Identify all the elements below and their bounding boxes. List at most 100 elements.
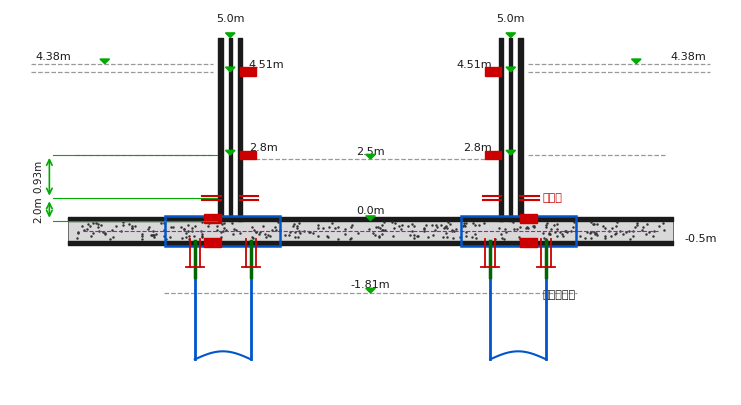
Point	[104, 236, 116, 242]
Point	[93, 228, 104, 234]
Point	[322, 233, 333, 239]
Point	[508, 219, 519, 225]
Point	[147, 232, 159, 239]
Point	[110, 223, 122, 230]
Point	[436, 234, 448, 240]
Point	[246, 233, 258, 240]
Point	[117, 222, 129, 229]
Point	[372, 224, 384, 230]
Polygon shape	[506, 67, 516, 72]
Point	[418, 224, 430, 231]
Point	[514, 236, 525, 242]
Point	[591, 230, 602, 236]
Point	[182, 228, 194, 234]
Point	[255, 228, 267, 235]
Point	[376, 226, 388, 233]
Point	[147, 228, 159, 234]
Point	[136, 233, 148, 239]
Point	[294, 230, 306, 237]
Point	[312, 222, 324, 228]
Point	[368, 230, 379, 236]
Text: 平均低水位: 平均低水位	[542, 290, 576, 300]
Bar	[68, 221, 673, 241]
Text: 2.0m: 2.0m	[33, 196, 44, 223]
Point	[542, 230, 554, 236]
Point	[82, 226, 93, 232]
Point	[90, 220, 102, 226]
Point	[247, 234, 259, 241]
Text: 4.38m: 4.38m	[35, 52, 71, 62]
Point	[447, 235, 459, 242]
Point	[422, 234, 434, 241]
Point	[498, 236, 510, 243]
Point	[136, 235, 147, 242]
Point	[332, 224, 344, 230]
Point	[514, 224, 526, 230]
Point	[439, 225, 451, 231]
Point	[640, 230, 652, 237]
Point	[418, 226, 430, 232]
Point	[99, 231, 111, 237]
Point	[161, 236, 173, 242]
Point	[216, 221, 228, 227]
Point	[178, 226, 190, 232]
Point	[513, 233, 525, 240]
Point	[273, 219, 285, 226]
Text: 0.0m: 0.0m	[356, 206, 385, 216]
Point	[441, 225, 453, 231]
Point	[406, 221, 418, 227]
Point	[631, 220, 643, 226]
Point	[148, 233, 160, 240]
Point	[620, 228, 632, 235]
Point	[326, 220, 338, 226]
Point	[654, 223, 665, 229]
Point	[195, 228, 207, 234]
Point	[227, 231, 239, 237]
Point	[84, 223, 96, 229]
Point	[352, 230, 364, 236]
Point	[292, 234, 304, 240]
Point	[329, 225, 341, 232]
Point	[559, 228, 571, 234]
Point	[624, 236, 636, 243]
Point	[605, 233, 617, 239]
Point	[178, 226, 190, 232]
Point	[468, 220, 479, 226]
Point	[458, 220, 470, 226]
Point	[176, 235, 187, 241]
Point	[614, 228, 626, 235]
Point	[648, 233, 659, 239]
Point	[540, 236, 552, 242]
Point	[445, 221, 456, 228]
Point	[187, 232, 199, 239]
Point	[164, 234, 176, 240]
Point	[431, 224, 443, 230]
Point	[402, 223, 414, 229]
Point	[439, 223, 451, 230]
Point	[316, 224, 328, 231]
Point	[233, 229, 245, 236]
Point	[345, 234, 356, 241]
Point	[489, 235, 501, 242]
Point	[540, 222, 552, 228]
Point	[202, 223, 214, 229]
Point	[587, 221, 599, 228]
Point	[446, 227, 458, 233]
Polygon shape	[225, 150, 235, 155]
Point	[248, 227, 260, 233]
Point	[227, 220, 239, 226]
Point	[216, 228, 227, 235]
Point	[458, 222, 470, 228]
Point	[606, 225, 618, 231]
Bar	[240, 67, 256, 76]
Point	[478, 220, 490, 226]
Point	[289, 233, 301, 240]
Point	[270, 226, 282, 233]
Point	[628, 228, 639, 234]
Point	[87, 230, 99, 236]
Point	[183, 233, 195, 239]
Point	[210, 227, 222, 233]
Point	[363, 226, 375, 232]
Point	[588, 229, 599, 235]
Point	[426, 222, 438, 228]
